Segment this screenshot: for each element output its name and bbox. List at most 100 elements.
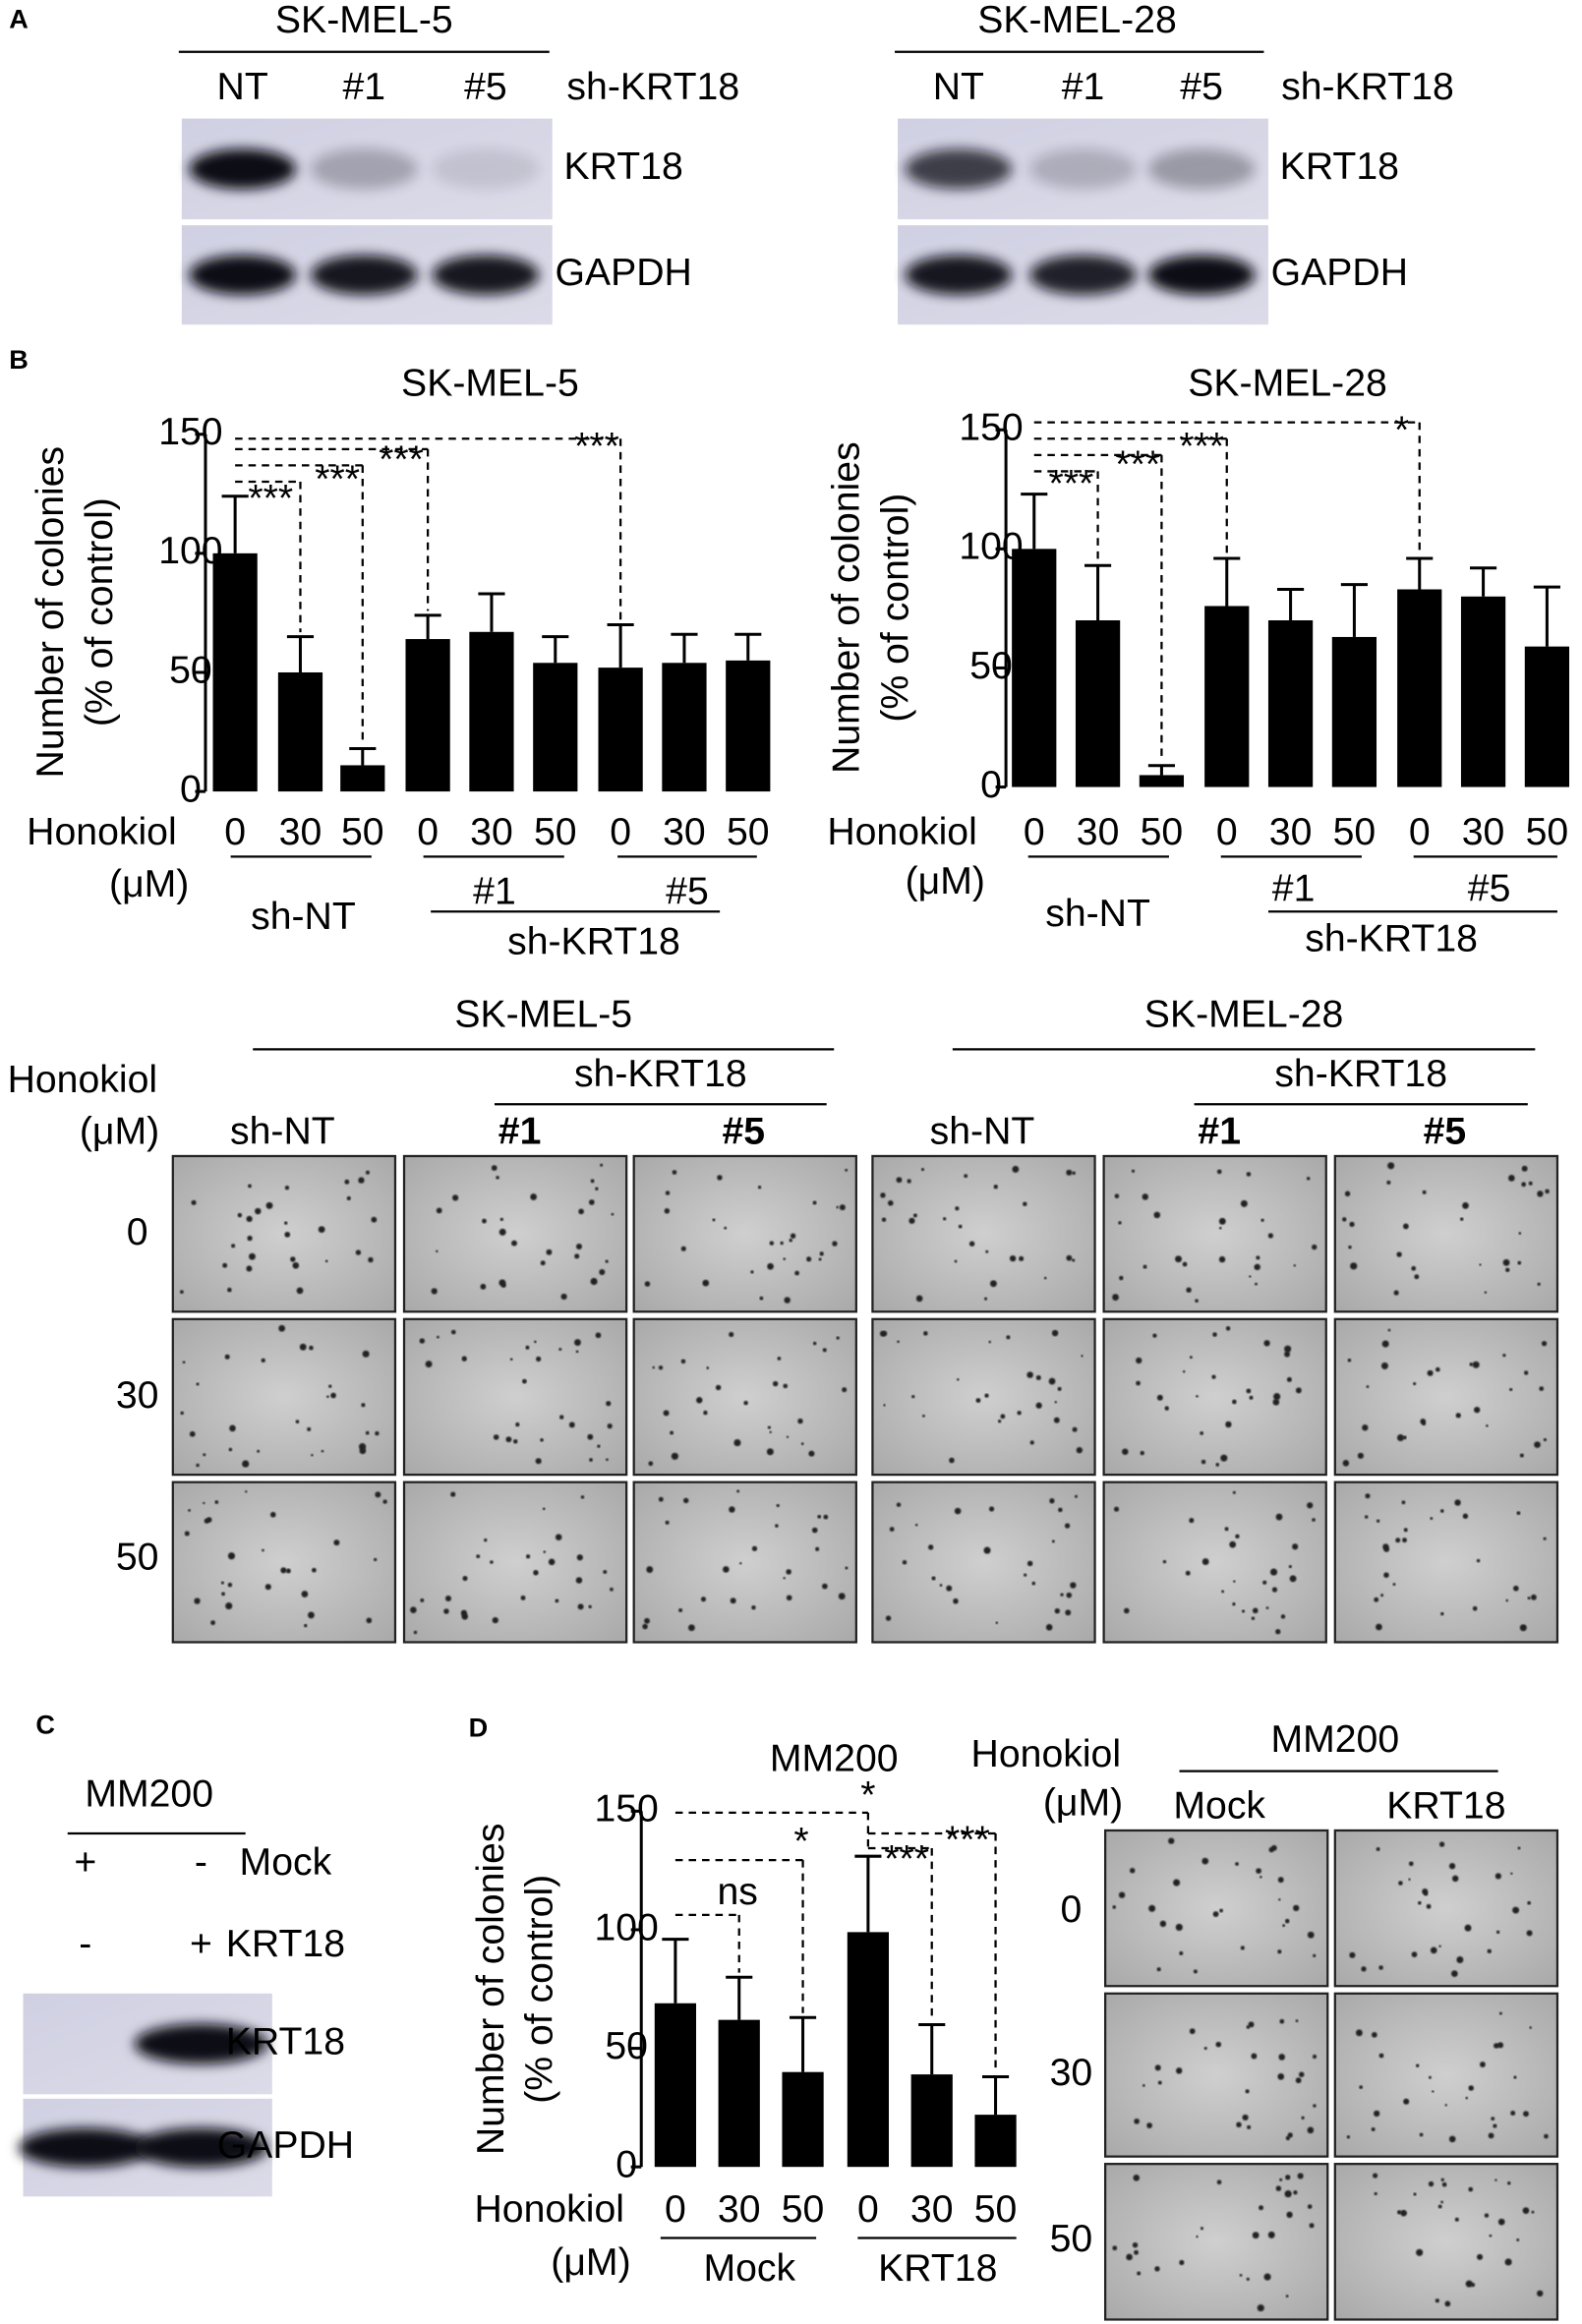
colony [1275,1629,1281,1635]
blot-band [134,2127,268,2168]
group-label: sh-NT [251,896,356,938]
colony [444,1595,452,1602]
colony [1017,1410,1022,1416]
colony [1279,2018,1285,2024]
colony [1480,2062,1486,2067]
colony [939,1584,943,1587]
colony [599,1268,606,1276]
colony [1219,1908,1223,1913]
colony [1526,1930,1533,1937]
colony [767,1425,771,1429]
colony [1048,1377,1056,1385]
colony [984,1393,989,1398]
colony [542,1507,546,1511]
colony [1342,1217,1347,1222]
colony [1185,1570,1191,1576]
colony [1288,1564,1292,1569]
colony [880,1192,886,1198]
colony [262,1548,264,1552]
colony [1347,1358,1352,1363]
colony [261,1358,265,1363]
colony [1256,1255,1260,1260]
colony [739,1561,742,1565]
x-tick-label: 0 [224,811,246,853]
colony [1440,1611,1444,1616]
colony [780,1241,784,1246]
colony [1523,1370,1529,1375]
colony [1072,1426,1078,1432]
colony [1448,1863,1456,1870]
colony [1113,1506,1120,1512]
colony [1153,1211,1161,1219]
colony [555,1598,559,1603]
colony [1277,2073,1285,2080]
colony [776,1503,780,1508]
colony [671,1452,678,1460]
colony [189,1430,196,1437]
colony [431,1288,438,1295]
colony [580,1495,585,1499]
colony [1286,2211,1293,2219]
colony [1438,1841,1445,1847]
colony [1058,1507,1063,1513]
colony [663,1410,670,1417]
colony [285,1568,291,1574]
bar [1139,775,1185,787]
colony [1400,2209,1407,2217]
colony-image [1333,1154,1559,1313]
colony [1396,1433,1404,1441]
colony [1519,1624,1527,1632]
colony [1112,1905,1117,1909]
colony [789,1238,793,1243]
colony [997,1419,1002,1423]
colony [715,1384,722,1391]
colony [346,1195,351,1201]
colony [1263,2273,1271,2281]
colony [1251,1616,1256,1620]
colony [1134,2249,1139,2255]
colony [1287,2132,1293,2138]
colony [1211,1374,1216,1379]
colony-image [171,1481,397,1644]
x-tick-label: 0 [610,811,631,853]
colony-image [871,1154,1096,1313]
condition-sign: - [195,1841,207,1884]
colony [1277,1877,1284,1884]
column-label: KRT18 [1386,1785,1505,1828]
blot-title: SK-MEL-5 [275,0,453,41]
colony [1293,2190,1298,2195]
colony [1462,1513,1469,1519]
colony [1386,1180,1391,1185]
colony [1179,2259,1185,2266]
colony [1284,1918,1290,1924]
colony [1469,1362,1474,1366]
colony [521,1378,527,1384]
bar [1012,549,1057,787]
colony [515,1422,520,1427]
colony [1051,1329,1059,1337]
colony [413,1630,418,1635]
colony [790,1233,796,1239]
colony [451,1194,459,1201]
significance-label: *** [1115,443,1160,486]
colony [525,1345,530,1350]
colony [1451,1875,1459,1883]
colony [968,1241,975,1247]
target-label: sh-KRT18 [574,1053,747,1095]
colony [1468,2186,1474,2192]
colony [664,1208,671,1214]
colony [1357,1452,1364,1459]
colony [881,1330,888,1337]
colony [1364,1515,1369,1519]
colony [1491,2117,1495,2121]
colony [1479,1263,1482,1266]
colony [1346,2135,1351,2139]
colony-image [171,1317,397,1477]
target-label: sh-KRT18 [1281,66,1454,108]
colony [1285,2175,1291,2180]
colony [480,1283,487,1290]
colony [1232,1490,1236,1494]
colony [1373,2173,1378,2179]
x-tick-label: 30 [1269,811,1313,853]
group-label: Mock [703,2247,795,2290]
